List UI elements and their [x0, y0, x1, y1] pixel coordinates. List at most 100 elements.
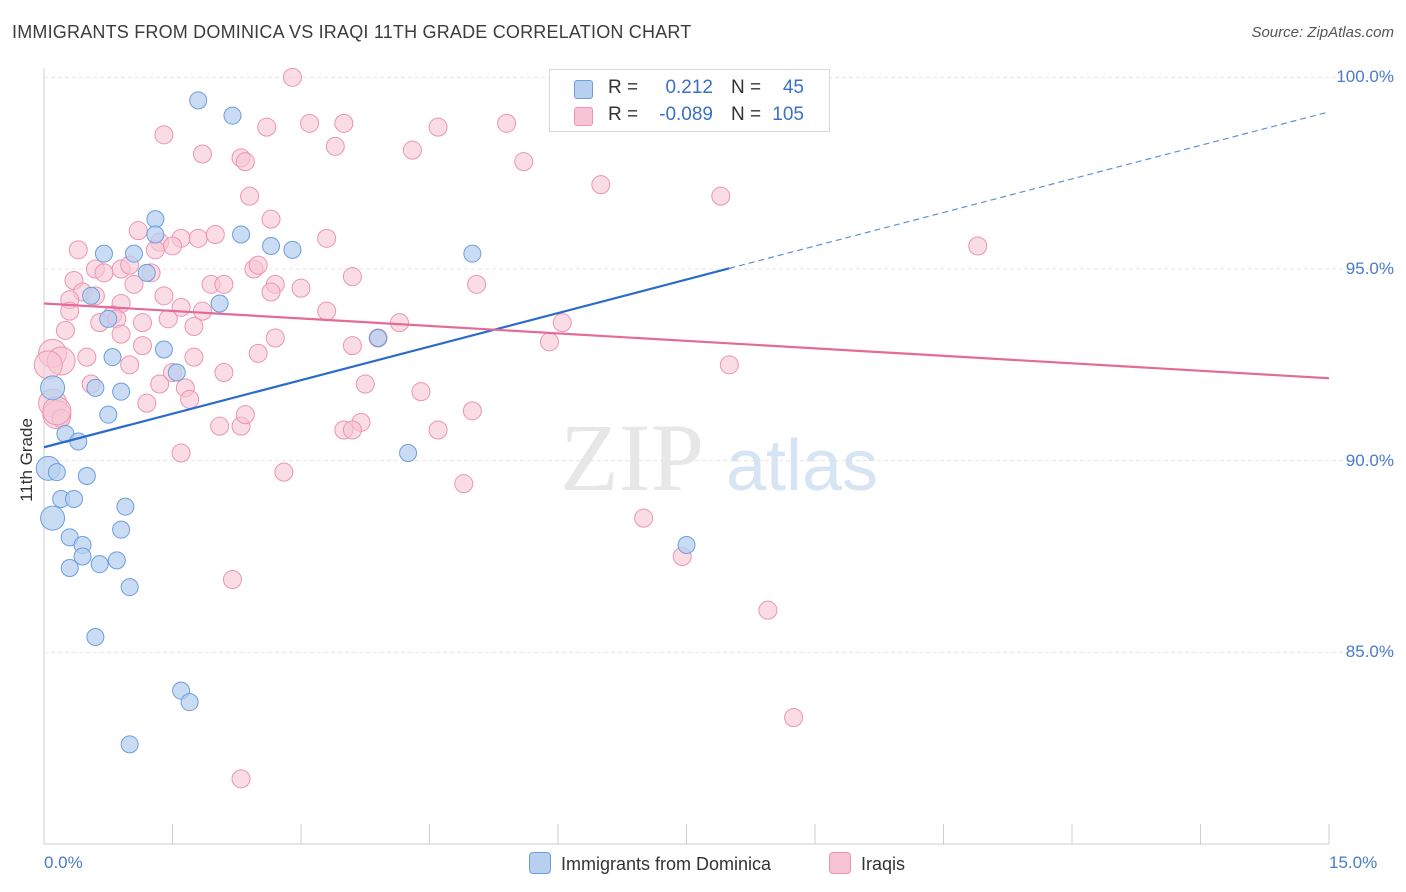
iraqis-point [33, 350, 63, 380]
dominica-point [99, 405, 118, 424]
iraqis-point [163, 236, 182, 256]
dominica-point [124, 244, 143, 263]
iraqis-point [231, 769, 251, 789]
iraqis-point [317, 301, 337, 321]
iraqis-point [214, 363, 234, 382]
dominica-point [399, 444, 418, 462]
iraqis-trend-line [43, 302, 1330, 380]
dominica-point [86, 628, 105, 646]
dominica-point [167, 363, 186, 382]
dominica-point [40, 375, 66, 401]
iraqis-point [265, 328, 285, 348]
iraqis-point [158, 309, 178, 329]
iraqis-point [68, 240, 88, 260]
iraqis-point [261, 209, 281, 229]
dominica-point [120, 735, 139, 754]
dominica-point [120, 578, 139, 597]
iraqis-point [77, 347, 97, 367]
watermark-zip: ZIP [560, 404, 704, 511]
iraqis-point [428, 420, 448, 440]
iraqis-point [111, 324, 131, 344]
iraqis-point [210, 416, 230, 436]
iraqis-point [342, 420, 362, 440]
iraqis-point [591, 175, 611, 195]
iraqis-point [145, 240, 165, 260]
iraqis-point [128, 221, 148, 241]
dominica-point [223, 106, 242, 125]
dominica-point [86, 378, 105, 397]
iraqis-point [60, 301, 80, 321]
legend-item-dominica: Immigrants from Dominica [529, 852, 771, 875]
iraqis-point [784, 708, 804, 727]
iraqis-point [184, 347, 204, 367]
iraqis-point [120, 355, 140, 375]
dominica-point [116, 497, 135, 516]
chart-title: IMMIGRANTS FROM DOMINICA VS IRAQI 11TH G… [12, 22, 692, 42]
iraqis-point [300, 113, 320, 133]
iraqis-point [55, 320, 75, 340]
legend-n-value: 105 [772, 104, 804, 125]
correlation-legend: R = 0.212 N = 45 R = -0.089 N = 105 [549, 69, 830, 132]
dominica-point [232, 225, 251, 244]
iraqis-point [124, 274, 144, 294]
iraqis-point [514, 152, 534, 172]
iraqis-point [137, 393, 157, 413]
iraqis-point [411, 382, 431, 402]
dominica-point [112, 520, 131, 539]
x-tick-max: 15.0% [1329, 853, 1378, 872]
dominica-point [180, 693, 199, 712]
iraqis-point [462, 401, 482, 421]
iraqis-point [257, 117, 277, 137]
dominica-point [146, 225, 165, 244]
legend-r-value: -0.089 [659, 104, 713, 125]
iraqis-point [291, 278, 311, 298]
iraqis-point [205, 225, 225, 244]
axes [43, 68, 1330, 845]
legend-n-label: N = [731, 104, 762, 125]
iraqis-point [42, 396, 72, 426]
dominica-trend-line [43, 267, 730, 449]
dominica-points [35, 91, 696, 754]
legend-n-label: N = [731, 77, 762, 98]
dominica-point [107, 551, 126, 570]
iraqis-point [552, 313, 572, 333]
iraqis-point [214, 274, 234, 294]
dominica-point [103, 348, 122, 367]
legend-label-iraqis: Iraqis [861, 854, 906, 874]
iraqis-point [390, 313, 410, 333]
x-tick-min: 0.0% [44, 853, 83, 872]
y-tick-label: 90.0% [1345, 450, 1394, 470]
iraqis-point [133, 313, 153, 333]
iraqis-point [325, 136, 345, 156]
legend-swatch-blue [529, 852, 551, 874]
iraqis-point [133, 336, 153, 356]
iraqis-point [222, 570, 242, 589]
legend-n-value: 45 [782, 77, 804, 98]
iraqis-point [711, 186, 731, 206]
iraqis-point [94, 263, 114, 283]
legend-row-dominica: R = 0.212 N = 45 [550, 75, 829, 101]
dominica-point [283, 240, 302, 259]
dominica-point [210, 294, 229, 313]
iraqis-point [235, 152, 255, 172]
dominica-point [677, 536, 696, 554]
iraqis-point [248, 343, 268, 363]
iraqis-point [261, 282, 281, 302]
legend-item-iraqis: Iraqis [829, 852, 905, 875]
iraqis-point [150, 374, 170, 394]
iraqis-point [539, 332, 559, 352]
dominica-point [90, 555, 109, 574]
legend-row-iraqis: R = -0.089 N = 105 [550, 102, 829, 128]
iraqis-point [154, 125, 174, 145]
y-tick-label: 85.0% [1345, 642, 1394, 662]
dominica-point [99, 309, 118, 328]
iraqis-point [180, 389, 200, 409]
legend-swatch-blue [574, 80, 593, 99]
iraqis-point [274, 462, 294, 482]
dominica-point [262, 237, 281, 255]
iraqis-point [342, 267, 362, 287]
iraqis-point [968, 236, 988, 256]
legend-swatch-pink [574, 107, 593, 126]
iraqis-point [634, 508, 654, 528]
legend-r-value: 0.212 [665, 77, 713, 98]
